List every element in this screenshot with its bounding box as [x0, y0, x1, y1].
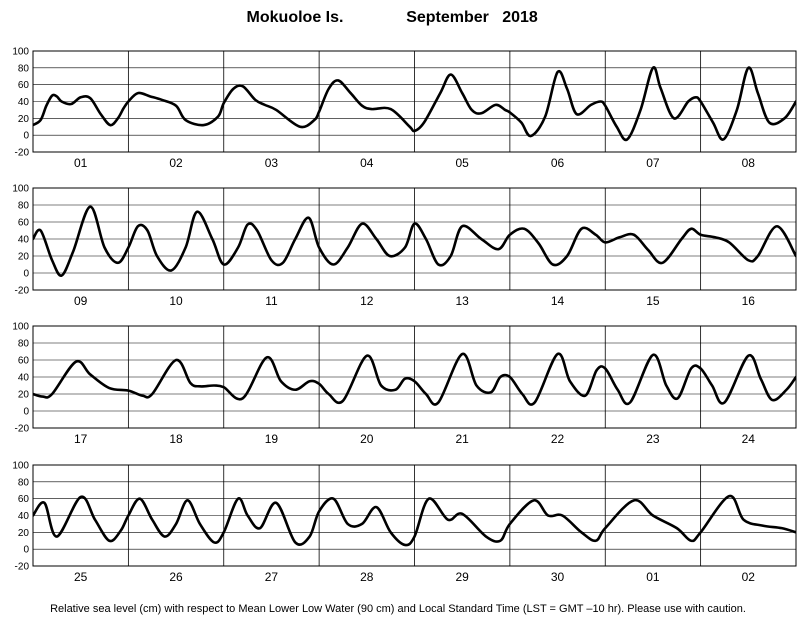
y-tick-label: 80: [18, 63, 30, 74]
day-label: 29: [456, 570, 470, 584]
day-label: 07: [646, 156, 660, 170]
y-tick-label: 100: [12, 461, 29, 472]
day-label: 01: [646, 570, 660, 584]
day-label: 02: [169, 156, 183, 170]
y-tick-label: 20: [18, 528, 30, 539]
footnote: Relative sea level (cm) with respect to …: [50, 603, 746, 615]
y-tick-label: 60: [18, 218, 30, 229]
day-label: 24: [742, 432, 756, 446]
y-tick-label: 0: [23, 131, 29, 142]
day-label: 19: [265, 432, 279, 446]
y-tick-label: -20: [15, 148, 30, 159]
day-label: 05: [456, 156, 470, 170]
y-tick-label: 80: [18, 201, 30, 212]
day-label: 21: [456, 432, 470, 446]
day-label: 08: [742, 156, 756, 170]
day-label: 15: [646, 294, 660, 308]
y-tick-label: 80: [18, 477, 30, 488]
y-tick-label: 0: [23, 269, 29, 280]
y-tick-label: 40: [18, 97, 30, 108]
day-label: 28: [360, 570, 374, 584]
day-label: 18: [169, 432, 183, 446]
day-label: 17: [74, 432, 88, 446]
panel-3: -20 0 20 40 60 80 100 17 18 19 20 21 22 23 24: [12, 322, 797, 446]
period-title: September 2018: [406, 9, 538, 26]
day-label: 16: [742, 294, 756, 308]
day-label: 25: [74, 570, 88, 584]
tide-curve: [33, 352, 796, 406]
day-label: 09: [74, 294, 88, 308]
y-tick-label: 0: [23, 545, 29, 556]
panel-1: -20 0 20 40 60 80 100 01 02 03 04 05 06 07 08: [12, 47, 797, 170]
day-label: 20: [360, 432, 374, 446]
y-tick-label: 20: [18, 114, 30, 125]
y-tick-label: 40: [18, 235, 30, 246]
y-tick-label: 20: [18, 390, 30, 401]
y-tick-label: 40: [18, 511, 30, 522]
day-label: 13: [456, 294, 470, 308]
day-label: 12: [360, 294, 374, 308]
day-label: 01: [74, 156, 88, 170]
tide-curve: [33, 205, 796, 277]
y-tick-label: 0: [23, 407, 29, 418]
y-tick-label: 100: [12, 47, 29, 58]
y-tick-label: 60: [18, 356, 30, 367]
day-label: 10: [169, 294, 183, 308]
day-label: 23: [646, 432, 660, 446]
y-tick-label: 100: [12, 184, 29, 195]
day-label: 22: [551, 432, 565, 446]
day-label: 14: [551, 294, 565, 308]
y-tick-label: 60: [18, 494, 30, 505]
day-label: 04: [360, 156, 374, 170]
day-label: 27: [265, 570, 279, 584]
y-tick-label: 40: [18, 373, 30, 384]
station-title: Mokuoloe Is.: [247, 9, 344, 26]
day-label: 03: [265, 156, 279, 170]
y-tick-label: -20: [15, 424, 30, 435]
day-label: 06: [551, 156, 565, 170]
day-label: 30: [551, 570, 565, 584]
y-tick-label: 60: [18, 80, 30, 91]
y-tick-label: 20: [18, 252, 30, 263]
tide-curve: [33, 66, 796, 142]
day-label: 26: [169, 570, 183, 584]
day-label: 11: [265, 294, 278, 308]
tide-curve: [33, 494, 796, 547]
panel-4: -20 0 20 40 60 80 100 25 26 27 28 29 30 01 02: [12, 461, 797, 584]
panel-2: -20 0 20 40 60 80 100 09 10 11 12 13 14 15 16: [12, 184, 797, 308]
y-tick-label: -20: [15, 286, 30, 297]
y-tick-label: 80: [18, 339, 30, 350]
y-tick-label: -20: [15, 562, 30, 573]
day-label: 02: [742, 570, 756, 584]
y-tick-label: 100: [12, 322, 29, 333]
